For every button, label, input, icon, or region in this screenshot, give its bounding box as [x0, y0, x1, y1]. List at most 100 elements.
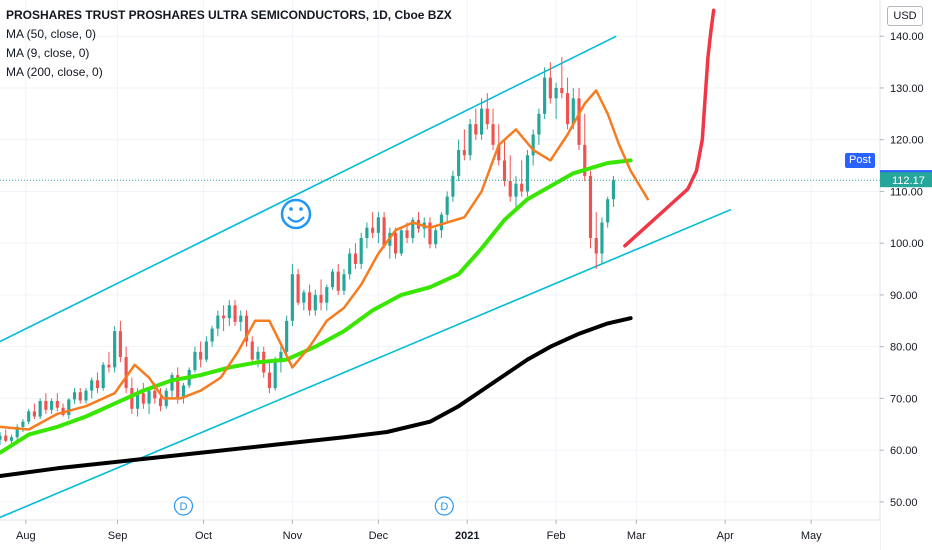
candle-body — [353, 253, 358, 264]
candle-body — [348, 253, 352, 275]
legend-ma50[interactable]: MA (50, close, 0) — [6, 27, 97, 41]
ma50-line — [0, 158, 633, 455]
candle — [560, 56, 564, 99]
candle-body — [233, 305, 237, 322]
candle-body — [279, 351, 283, 363]
candle — [107, 351, 111, 373]
candle — [290, 263, 294, 326]
candle-body — [296, 274, 300, 303]
candle — [348, 248, 352, 280]
y-tick-label: 70.00 — [890, 393, 918, 405]
y-tick-label: 80.00 — [890, 342, 918, 354]
candle-body — [78, 392, 82, 401]
candle — [399, 227, 403, 257]
candle-body — [434, 230, 438, 245]
event-marker-circle — [434, 496, 454, 516]
candle — [95, 372, 100, 394]
y-tick-label: 110.00 — [890, 186, 923, 198]
candle — [422, 217, 426, 239]
candle-body — [577, 98, 581, 145]
candle-body — [514, 183, 518, 197]
candle — [330, 269, 335, 290]
candle-body — [376, 217, 380, 233]
y-tick-label: 120.00 — [890, 135, 924, 147]
candle — [141, 382, 145, 409]
candle-body — [27, 411, 31, 422]
candle-body — [204, 341, 208, 360]
lower-channel-line — [0, 208, 732, 519]
post-tag: Post — [845, 153, 876, 168]
candle-body — [451, 175, 455, 197]
candle-body — [55, 400, 59, 408]
candle-body — [600, 222, 604, 254]
event-marker-label: D — [179, 501, 187, 513]
candle-body — [136, 393, 140, 409]
candle-body — [531, 134, 535, 156]
candle-body — [474, 124, 478, 135]
candle-body — [9, 437, 14, 441]
candle-body — [158, 398, 163, 407]
candle-body — [130, 388, 134, 409]
candle-body — [256, 351, 260, 360]
candle-body — [210, 328, 214, 342]
candle-body — [4, 435, 8, 441]
legend-ma200[interactable]: MA (200, close, 0) — [6, 65, 103, 79]
x-tick-label: Feb — [547, 530, 566, 542]
event-marker-0: D — [173, 496, 194, 516]
candle-body — [583, 144, 587, 176]
candle-body — [285, 320, 289, 352]
candle-body — [428, 222, 432, 245]
candle — [216, 310, 220, 337]
projection-path — [623, 8, 716, 248]
x-tick-label: 2021 — [455, 530, 479, 542]
y-axis[interactable]: 50.00 60.00 70.00 80.00 90.00 100.00 110.00 120… — [879, 0, 932, 550]
candle — [193, 346, 197, 373]
candle — [537, 108, 541, 145]
candle — [210, 325, 214, 347]
legend-ma9[interactable]: MA (9, close, 0) — [6, 46, 90, 60]
candle-body — [113, 331, 117, 368]
upper-channel-line — [0, 35, 617, 343]
candle — [313, 289, 317, 316]
candle-body — [250, 341, 254, 360]
candle — [479, 98, 484, 140]
candle-body — [267, 372, 272, 389]
candle — [606, 196, 610, 228]
candle — [359, 232, 363, 270]
candle — [233, 300, 237, 326]
candle-body — [124, 357, 128, 389]
candle — [485, 93, 489, 130]
candle-body — [336, 271, 340, 291]
ma9-line — [0, 89, 650, 431]
smiley-icon — [280, 198, 312, 230]
candle-body — [170, 375, 174, 391]
candle-body — [38, 400, 42, 417]
candle — [600, 217, 604, 264]
candle — [61, 403, 65, 417]
candle — [244, 310, 249, 347]
candle-body — [199, 351, 203, 360]
candle-body — [107, 364, 111, 368]
candle — [72, 388, 77, 404]
candle-body — [411, 219, 415, 239]
candle — [181, 382, 186, 404]
grid-lines — [0, 0, 880, 520]
candle — [118, 320, 122, 363]
candle-body — [222, 315, 226, 319]
x-tick-label: Dec — [369, 530, 389, 542]
candle — [577, 87, 581, 151]
trend-channels — [0, 35, 732, 519]
candle — [565, 77, 570, 130]
candle-body — [141, 393, 145, 404]
candle-body — [216, 315, 220, 329]
y-tick-label: 50.00 — [890, 497, 918, 509]
ma200-line — [0, 316, 633, 478]
candle-body — [227, 305, 231, 319]
x-axis[interactable]: Aug Sep Oct Nov Dec 2021 Feb Mar Apr May — [0, 519, 880, 550]
candle-body — [0, 435, 2, 440]
candle-body — [548, 77, 552, 99]
x-tick-label: Sep — [108, 530, 128, 542]
candle-body — [44, 400, 48, 410]
currency-button[interactable]: USD — [887, 6, 923, 26]
